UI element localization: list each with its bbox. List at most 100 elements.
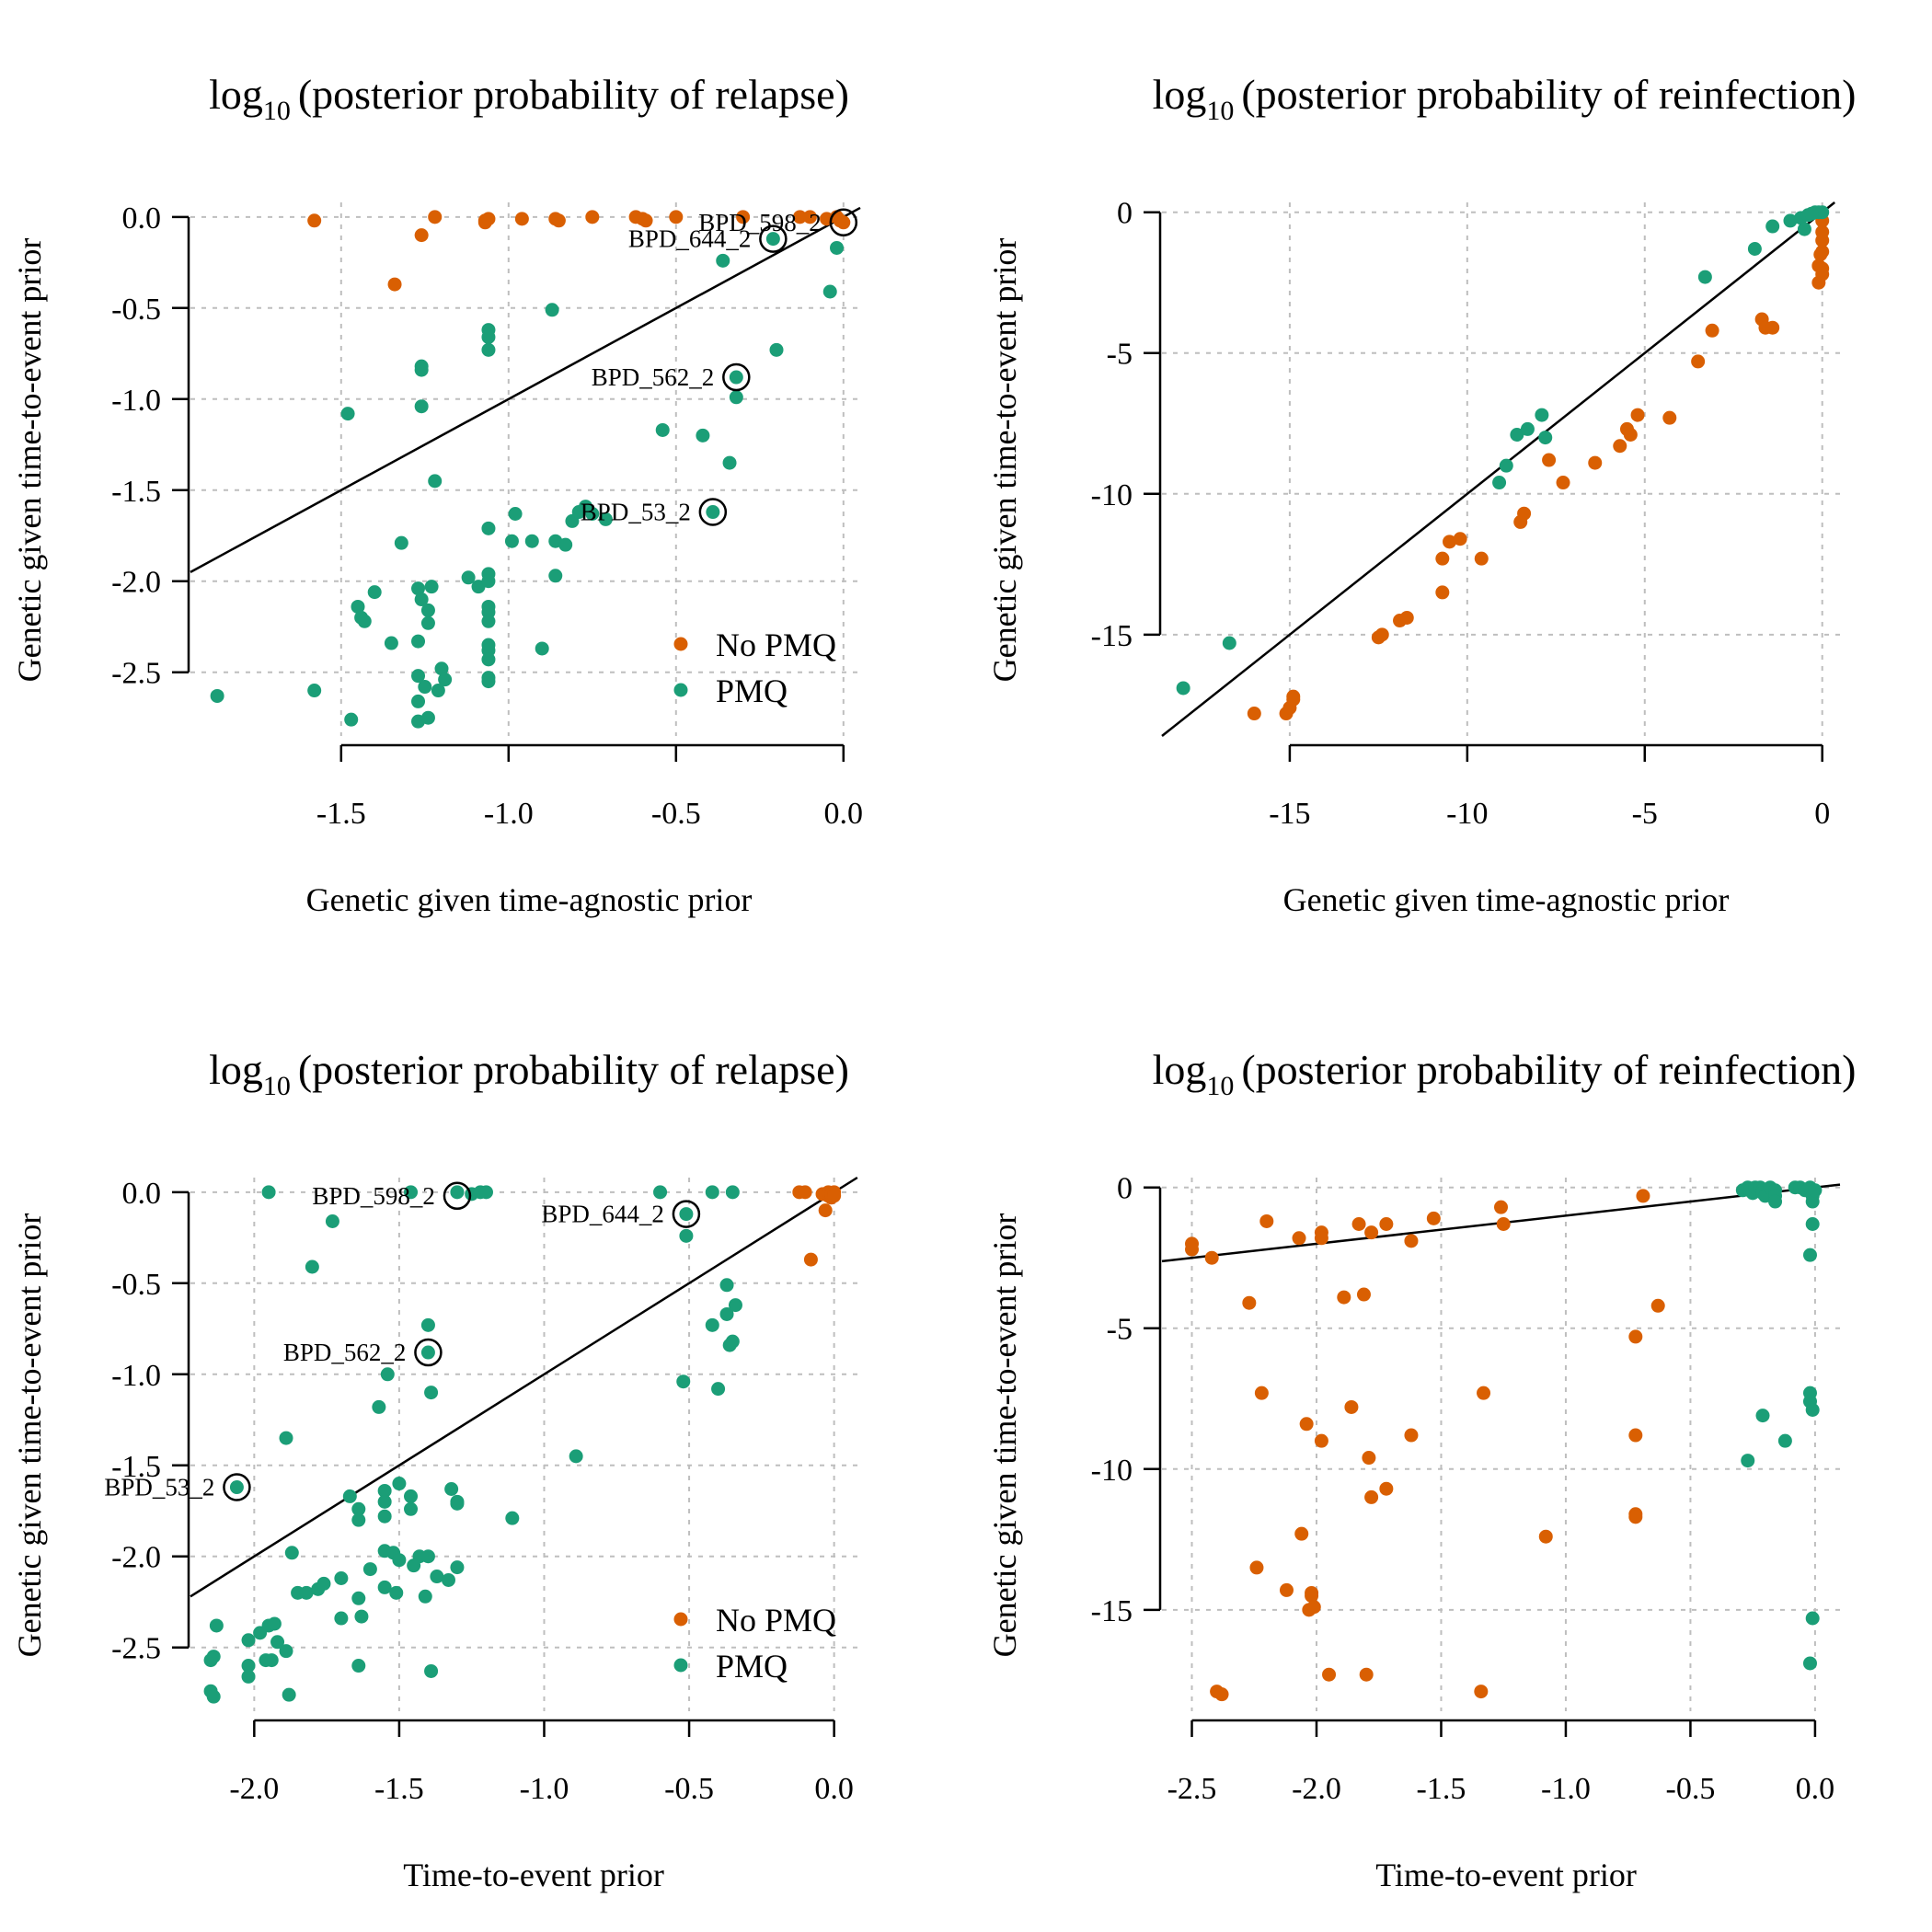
point-pmq <box>1815 205 1830 220</box>
point-no-pmq <box>1496 1217 1511 1232</box>
annotation-label: BPD_53_2 <box>581 499 691 526</box>
point-pmq <box>431 684 445 698</box>
point-pmq <box>438 673 453 687</box>
panel-reinfection-time-to-event: log10 (posterior probability of reinfecti… <box>986 1046 1856 1893</box>
x-axis-label: Time-to-event prior <box>403 1857 664 1893</box>
point-pmq <box>1783 213 1798 228</box>
point-pmq <box>481 342 496 357</box>
point-pmq <box>414 592 429 607</box>
point-no-pmq <box>1435 551 1450 566</box>
reference-line-y-equals-x <box>190 1176 858 1598</box>
chart-title: log10 (posterior probability of reinfecti… <box>1153 1046 1857 1101</box>
point-pmq <box>1538 431 1553 445</box>
point-pmq <box>1741 1454 1755 1468</box>
point-pmq <box>351 1659 366 1673</box>
title-log: log <box>209 1046 263 1093</box>
point-pmq <box>765 232 780 247</box>
x-tick-label: 0 <box>1814 797 1830 831</box>
point-no-pmq <box>827 1189 842 1203</box>
y-tick-label: -0.5 <box>111 293 161 327</box>
point-pmq <box>203 1653 218 1668</box>
point-no-pmq <box>428 210 443 224</box>
point-no-pmq <box>1435 585 1450 600</box>
point-no-pmq <box>1477 1386 1491 1400</box>
point-pmq <box>411 634 426 649</box>
panel-relapse-genetic: log10 (posterior probability of relapse) … <box>11 71 863 918</box>
annotation-circle <box>722 362 751 392</box>
point-pmq <box>1176 681 1190 696</box>
point-no-pmq <box>1351 1217 1366 1232</box>
axes: 0 -5 -10 -15 -2.5 -2.0 -1.5 -1.0 -0.5 0.0 <box>1091 1172 1834 1806</box>
x-tick-label: -5 <box>1632 797 1658 831</box>
point-pmq <box>316 1576 331 1591</box>
x-tick-label: -0.5 <box>1666 1772 1716 1806</box>
point-no-pmq <box>481 212 496 226</box>
x-axis-label: Genetic given time-agnostic prior <box>1283 881 1730 918</box>
y-axis-label: Genetic given time-to-event prior <box>11 238 48 683</box>
annotation-label: BPD_644_2 <box>628 225 752 253</box>
point-no-pmq <box>1254 1386 1269 1400</box>
x-tick-label: -0.5 <box>664 1772 714 1806</box>
point-pmq <box>407 1558 421 1573</box>
point-no-pmq <box>1443 535 1457 549</box>
y-tick-label: 0.0 <box>122 1177 162 1211</box>
point-pmq <box>334 1611 349 1626</box>
data-points <box>1185 1180 1823 1702</box>
y-tick-label: -5 <box>1107 338 1133 372</box>
point-pmq <box>377 1483 392 1498</box>
point-no-pmq <box>1404 1234 1419 1248</box>
point-pmq <box>362 1562 377 1577</box>
x-tick-label: -1.5 <box>1417 1772 1466 1806</box>
point-no-pmq <box>1286 692 1301 707</box>
point-no-pmq <box>1374 627 1389 642</box>
legend-marker-pmq <box>673 1658 688 1673</box>
point-pmq <box>279 1644 293 1659</box>
point-pmq <box>357 614 372 628</box>
point-no-pmq <box>1556 476 1570 490</box>
point-no-pmq <box>1314 1433 1328 1448</box>
annotations: BPD_598_2 BPD_644_2 BPD_562_2 BPD_53_2 <box>104 1181 701 1501</box>
point-no-pmq <box>1242 1295 1257 1310</box>
axes: 0.0 -0.5 -1.0 -1.5 -2.0 -2.5 -2.0 -1.5 -1.0 -0.5 0… <box>111 1177 854 1806</box>
point-pmq <box>569 1449 583 1464</box>
point-pmq <box>1777 1433 1792 1448</box>
point-no-pmq <box>514 212 529 226</box>
point-pmq <box>725 1185 740 1200</box>
point-pmq <box>1697 270 1712 284</box>
point-pmq <box>769 342 784 357</box>
title-log: log <box>209 71 263 118</box>
point-pmq <box>524 534 539 548</box>
x-tick-label: -1.5 <box>374 1772 424 1806</box>
point-pmq <box>420 603 435 617</box>
point-pmq <box>1492 476 1507 490</box>
point-pmq <box>719 1306 734 1321</box>
x-tick-label: 0.0 <box>814 1772 854 1806</box>
point-pmq <box>404 1185 419 1200</box>
point-no-pmq <box>1322 1667 1337 1682</box>
axes: 0 -5 -10 -15 -15 -10 -5 0 <box>1091 197 1831 831</box>
point-pmq <box>229 1480 244 1495</box>
point-no-pmq <box>1379 1217 1394 1232</box>
legend-marker-no-pmq <box>673 1612 688 1627</box>
point-pmq <box>705 1185 719 1200</box>
y-tick-label: -5 <box>1107 1313 1133 1347</box>
point-no-pmq <box>1337 1290 1351 1305</box>
annotation-label: BPD_598_2 <box>312 1182 435 1210</box>
point-no-pmq <box>1305 1589 1319 1604</box>
point-pmq <box>478 1185 493 1200</box>
legend: No PMQ PMQ <box>673 627 836 709</box>
point-no-pmq <box>818 1203 833 1218</box>
point-pmq <box>428 474 443 489</box>
point-no-pmq <box>1705 323 1719 338</box>
legend-label-pmq: PMQ <box>716 1648 788 1685</box>
chart-title: log10 (posterior probability of reinfecti… <box>1153 71 1857 126</box>
point-pmq <box>282 1687 296 1702</box>
point-pmq <box>481 674 496 689</box>
point-pmq <box>1535 408 1549 422</box>
point-pmq <box>389 1585 404 1600</box>
point-pmq <box>307 684 322 698</box>
point-pmq <box>420 710 435 725</box>
y-tick-label: -1.0 <box>111 384 161 418</box>
point-no-pmq <box>1185 1242 1200 1257</box>
